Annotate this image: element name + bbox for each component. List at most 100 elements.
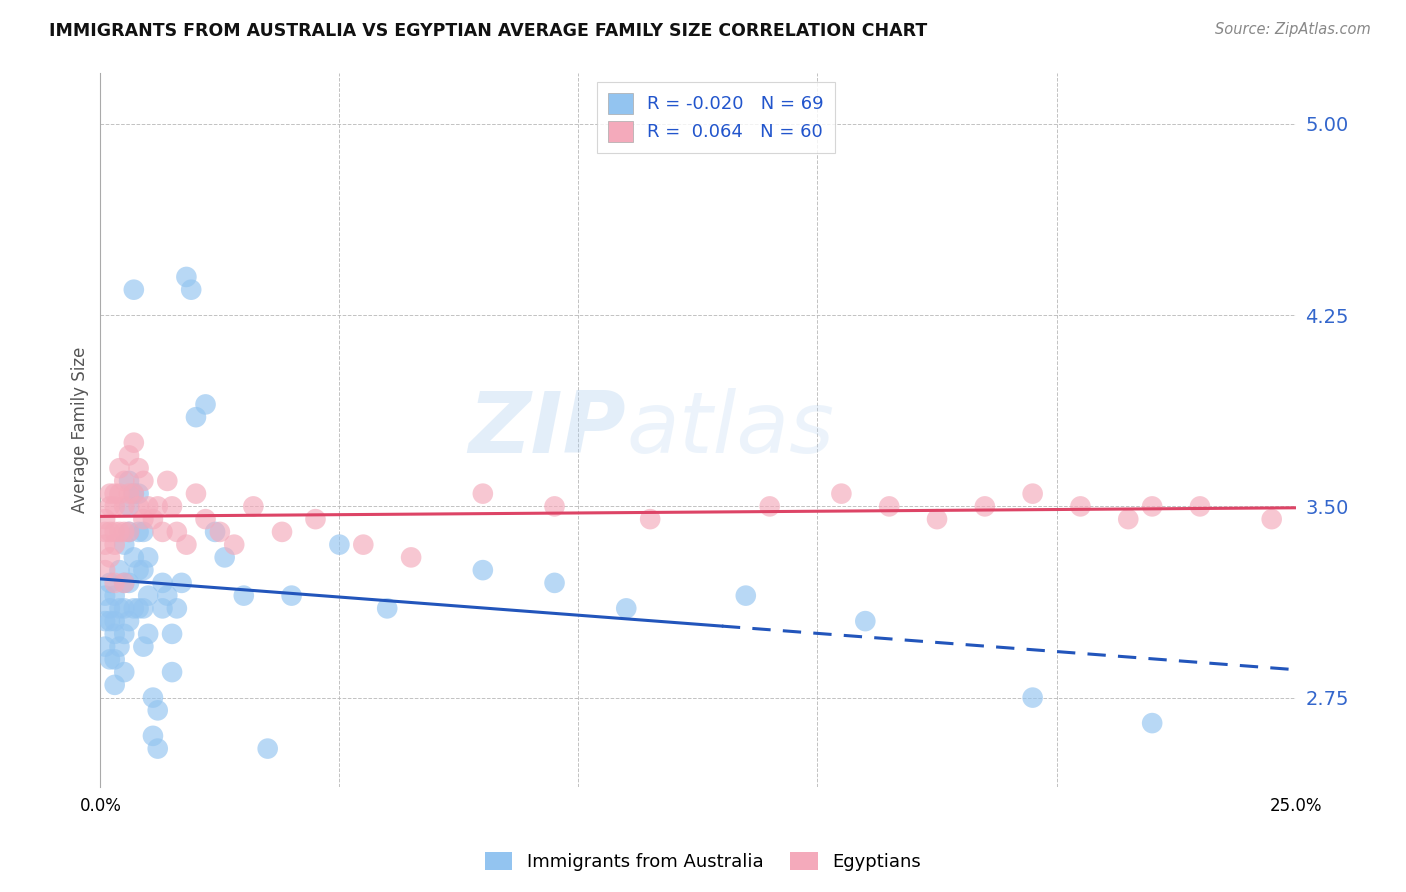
Y-axis label: Average Family Size: Average Family Size xyxy=(72,347,89,513)
Point xyxy=(973,500,995,514)
Point xyxy=(132,601,155,615)
Point xyxy=(118,449,141,463)
Point xyxy=(112,575,135,590)
Point xyxy=(184,486,207,500)
Point xyxy=(122,601,145,615)
Point xyxy=(94,563,117,577)
Point xyxy=(122,550,145,565)
Point xyxy=(98,601,121,615)
Point xyxy=(232,589,254,603)
Point xyxy=(758,500,780,514)
Legend: R = -0.020   N = 69, R =  0.064   N = 60: R = -0.020 N = 69, R = 0.064 N = 60 xyxy=(598,82,835,153)
Point xyxy=(98,486,121,500)
Point xyxy=(104,678,127,692)
Point xyxy=(136,627,159,641)
Point xyxy=(112,474,135,488)
Point xyxy=(214,550,236,565)
Point xyxy=(132,563,155,577)
Point xyxy=(118,575,141,590)
Point xyxy=(194,512,217,526)
Point xyxy=(1021,690,1043,705)
Text: IMMIGRANTS FROM AUSTRALIA VS EGYPTIAN AVERAGE FAMILY SIZE CORRELATION CHART: IMMIGRANTS FROM AUSTRALIA VS EGYPTIAN AV… xyxy=(49,22,928,40)
Point xyxy=(122,283,145,297)
Text: ZIP: ZIP xyxy=(468,388,626,471)
Point xyxy=(98,550,121,565)
Point xyxy=(98,500,121,514)
Point xyxy=(112,627,135,641)
Point xyxy=(146,741,169,756)
Point xyxy=(104,575,127,590)
Point xyxy=(280,589,302,603)
Point xyxy=(176,269,198,284)
Point xyxy=(160,500,183,514)
Point xyxy=(104,652,127,666)
Point xyxy=(399,550,422,565)
Text: atlas: atlas xyxy=(626,388,834,471)
Point xyxy=(108,461,131,475)
Point xyxy=(1140,500,1163,514)
Point xyxy=(112,575,135,590)
Point xyxy=(94,538,117,552)
Point xyxy=(304,512,326,526)
Point xyxy=(108,563,131,577)
Point xyxy=(1021,486,1043,500)
Point xyxy=(118,474,141,488)
Point xyxy=(104,614,127,628)
Point xyxy=(877,500,900,514)
Point xyxy=(104,524,127,539)
Point xyxy=(118,524,141,539)
Point xyxy=(108,640,131,654)
Point xyxy=(543,500,565,514)
Point xyxy=(132,474,155,488)
Point xyxy=(132,524,155,539)
Point xyxy=(180,283,202,297)
Point xyxy=(132,640,155,654)
Point xyxy=(184,410,207,425)
Point xyxy=(112,538,135,552)
Point xyxy=(142,729,165,743)
Point xyxy=(152,575,174,590)
Point xyxy=(122,486,145,500)
Point xyxy=(98,652,121,666)
Point xyxy=(146,500,169,514)
Point xyxy=(224,538,246,552)
Point xyxy=(98,524,121,539)
Point xyxy=(152,524,174,539)
Point xyxy=(118,486,141,500)
Point xyxy=(128,563,150,577)
Point xyxy=(375,601,398,615)
Point xyxy=(925,512,948,526)
Point xyxy=(104,589,127,603)
Point xyxy=(118,500,141,514)
Point xyxy=(94,524,117,539)
Point xyxy=(136,550,159,565)
Point xyxy=(112,601,135,615)
Point xyxy=(118,614,141,628)
Point xyxy=(94,589,117,603)
Point xyxy=(204,524,226,539)
Point xyxy=(853,614,876,628)
Point xyxy=(328,538,350,552)
Point xyxy=(352,538,374,552)
Point xyxy=(128,461,150,475)
Point xyxy=(176,538,198,552)
Point xyxy=(160,627,183,641)
Point xyxy=(142,690,165,705)
Point xyxy=(104,538,127,552)
Point xyxy=(471,486,494,500)
Point xyxy=(256,741,278,756)
Point xyxy=(128,486,150,500)
Point xyxy=(98,575,121,590)
Point xyxy=(152,601,174,615)
Point xyxy=(122,486,145,500)
Point xyxy=(94,614,117,628)
Point xyxy=(194,397,217,411)
Point xyxy=(108,524,131,539)
Point xyxy=(136,500,159,514)
Text: Source: ZipAtlas.com: Source: ZipAtlas.com xyxy=(1215,22,1371,37)
Point xyxy=(830,486,852,500)
Point xyxy=(98,614,121,628)
Point xyxy=(614,601,637,615)
Point xyxy=(104,486,127,500)
Point xyxy=(132,512,155,526)
